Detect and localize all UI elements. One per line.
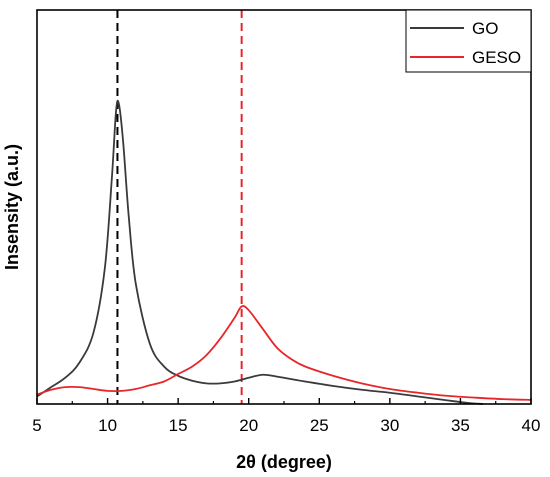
series-line-geso xyxy=(36,305,532,401)
x-tick-label: 35 xyxy=(451,416,470,435)
series-lines xyxy=(36,99,532,405)
legend-label-go: GO xyxy=(472,19,498,38)
x-axis-title: 2θ (degree) xyxy=(236,452,332,472)
x-tick-label: 20 xyxy=(239,416,258,435)
reference-lines xyxy=(116,10,243,404)
x-tick-label: 30 xyxy=(380,416,399,435)
x-tick-label: 40 xyxy=(522,416,541,435)
legend: GO GESO xyxy=(405,9,532,73)
legend-box xyxy=(405,9,532,73)
x-tick-label: 5 xyxy=(32,416,41,435)
x-tick-label: 15 xyxy=(169,416,188,435)
y-axis-title: Insensity (a.u.) xyxy=(2,144,22,270)
series-line-go xyxy=(36,99,484,405)
x-tick-label: 10 xyxy=(98,416,117,435)
legend-label-geso: GESO xyxy=(472,48,521,67)
x-axis-ticks: 5 10 15 20 25 30 35 40 xyxy=(32,398,540,435)
x-tick-label: 25 xyxy=(310,416,329,435)
